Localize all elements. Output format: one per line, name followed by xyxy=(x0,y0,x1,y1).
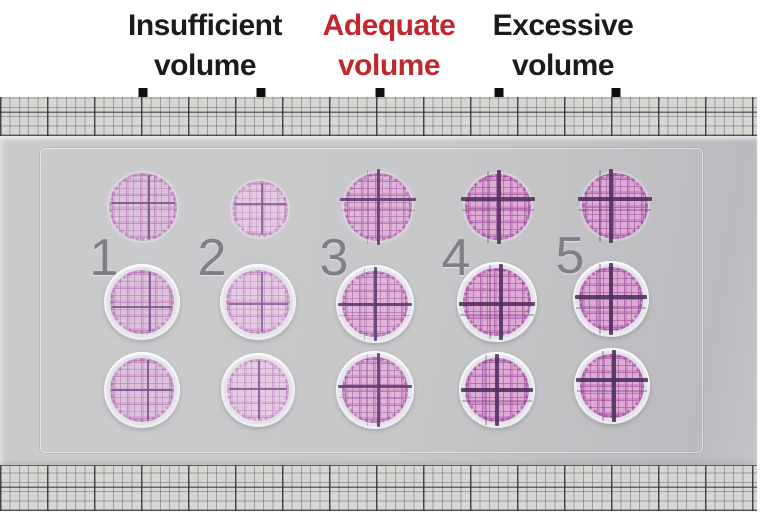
label-insufficient-volume: Insufficient volume xyxy=(127,6,283,86)
membrane-grid-line-vertical xyxy=(376,169,380,245)
membrane-grid-line-vertical xyxy=(497,170,502,244)
well-col4-row2 xyxy=(457,262,537,342)
graph-paper-top xyxy=(0,97,757,137)
membrane-grid-line-vertical xyxy=(260,272,263,332)
well-col5-row1 xyxy=(578,169,652,243)
label-line-2: volume xyxy=(337,49,441,82)
membrane-grid-line-horizontal xyxy=(234,203,286,206)
membrane-spot xyxy=(109,173,177,241)
membrane-grid-line-horizontal xyxy=(461,196,535,201)
membrane-grid-line-horizontal xyxy=(228,302,288,305)
graph-paper-bottom xyxy=(0,465,757,511)
membrane-grid-line-vertical xyxy=(148,272,151,332)
membrane-spot xyxy=(110,270,174,334)
membrane-grid-line-horizontal xyxy=(111,201,175,204)
plate-inner-rim xyxy=(40,148,703,453)
membrane-grid-line-vertical xyxy=(608,169,613,243)
membrane-spot xyxy=(227,359,289,421)
well-col3-row1 xyxy=(340,169,416,245)
well-col5-row2 xyxy=(573,261,649,337)
label-line-2: volume xyxy=(511,49,615,82)
well-col4-row1 xyxy=(461,170,535,244)
label-line-1: Insufficient xyxy=(127,9,283,42)
membrane-spot xyxy=(582,173,648,239)
well-col3-row3 xyxy=(336,351,414,429)
well-col2-row1 xyxy=(230,179,290,239)
membrane-grid-line-horizontal xyxy=(340,198,416,202)
membrane-grid-line-horizontal xyxy=(338,384,412,388)
membrane-grid-line-vertical xyxy=(611,350,616,422)
membrane-grid-line-horizontal xyxy=(461,388,533,392)
label-excessive-volume: Excessive volume xyxy=(493,6,634,86)
figure-labels: Insufficient volume Adequate volume Exce… xyxy=(0,0,761,96)
well-col2-row3 xyxy=(221,353,295,427)
membrane-grid-line-vertical xyxy=(258,361,261,419)
membrane-grid-line-vertical xyxy=(377,353,381,427)
well-col1-row3 xyxy=(104,352,180,428)
membrane-grid-line-horizontal xyxy=(338,302,412,306)
membrane-spot xyxy=(226,270,290,334)
membrane-grid-line-horizontal xyxy=(229,387,287,390)
well-col5-row3 xyxy=(574,348,650,424)
label-line-1: Excessive xyxy=(492,9,634,42)
column-number-2: 2 xyxy=(197,229,227,287)
column-number-3: 3 xyxy=(319,229,349,287)
well-col3-row2 xyxy=(336,265,414,343)
membrane-grid-line-horizontal xyxy=(112,305,172,308)
membrane-spot xyxy=(232,181,288,237)
membrane-grid-line-horizontal xyxy=(575,295,647,300)
label-adequate-volume: Adequate volume xyxy=(323,6,456,86)
membrane-grid-line-horizontal xyxy=(112,389,172,391)
membrane-grid-line-vertical xyxy=(147,175,150,239)
membrane-grid-line-horizontal xyxy=(576,377,648,382)
well-col4-row3 xyxy=(459,352,535,428)
well-col1-row1 xyxy=(107,171,179,243)
label-line-1: Adequate xyxy=(322,9,456,42)
label-line-2: volume xyxy=(153,49,257,82)
membrane-grid-line-horizontal xyxy=(459,301,535,306)
membrane-spot xyxy=(342,357,408,423)
well-col1-row2 xyxy=(104,264,180,340)
membrane-grid-line-vertical xyxy=(261,183,264,235)
well-col2-row2 xyxy=(220,264,296,340)
membrane-grid-line-horizontal xyxy=(578,197,652,201)
